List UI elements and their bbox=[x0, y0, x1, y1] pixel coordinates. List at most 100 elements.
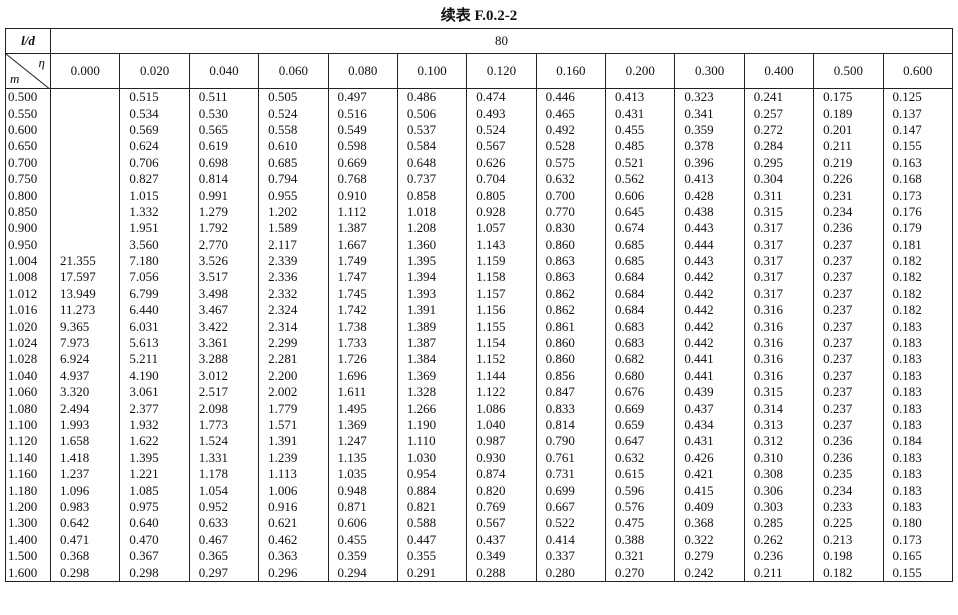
cell: 0.213 bbox=[813, 531, 884, 548]
cell: 1.696 bbox=[327, 367, 398, 385]
cell: 0.467 bbox=[188, 531, 260, 548]
cell: 0.316 bbox=[743, 334, 815, 352]
cell: 9.365 bbox=[49, 318, 121, 335]
cell: 0.173 bbox=[882, 187, 953, 204]
cell: 2.314 bbox=[258, 318, 329, 335]
cell: 1.993 bbox=[49, 416, 121, 434]
cell: 1.387 bbox=[396, 334, 468, 352]
cell: 1.015 bbox=[119, 187, 190, 204]
cell: 1.391 bbox=[396, 302, 468, 319]
cell: 0.567 bbox=[466, 515, 537, 532]
cell: 0.862 bbox=[535, 302, 607, 319]
cell: 1.054 bbox=[188, 482, 260, 499]
table-row: 1.040 4.937 4.190 3.012 2.200 1.696 1.369 1.144… bbox=[5, 367, 953, 385]
cell: 1.369 bbox=[396, 367, 468, 385]
cell: 0.237 bbox=[813, 367, 884, 385]
row-label: 1.180 bbox=[5, 482, 51, 499]
table-row: 0.500 0.515 0.511 0.505 0.497 0.486 0.474 0.446… bbox=[5, 88, 953, 106]
cell: 2.770 bbox=[188, 236, 260, 253]
table-row: 0.950 3.560 2.770 2.117 1.667 1.360 1.143 0.860… bbox=[5, 236, 953, 253]
table-row: 0.650 0.624 0.619 0.610 0.598 0.584 0.567 0.528… bbox=[5, 138, 953, 155]
cell: 0.640 bbox=[119, 515, 190, 532]
column-header: 0.200 bbox=[604, 53, 676, 89]
row-label: 1.004 bbox=[5, 252, 51, 270]
cell: 0.237 bbox=[813, 384, 884, 401]
column-header: 0.040 bbox=[188, 53, 260, 89]
cell: 0.475 bbox=[604, 515, 676, 532]
cell: 0.426 bbox=[674, 449, 745, 466]
cell: 0.125 bbox=[882, 88, 953, 106]
cell: 4.937 bbox=[49, 367, 121, 385]
cell: 0.257 bbox=[743, 105, 815, 122]
cell: 0.606 bbox=[604, 187, 676, 204]
cell: 0.316 bbox=[743, 318, 815, 335]
row-label: 0.600 bbox=[5, 121, 51, 139]
empty-cell bbox=[49, 154, 121, 171]
cell: 0.317 bbox=[743, 236, 815, 253]
cell: 0.455 bbox=[327, 531, 398, 548]
cell: 0.814 bbox=[535, 416, 607, 434]
cell: 1.571 bbox=[258, 416, 329, 434]
diag-line bbox=[6, 54, 49, 88]
cell: 0.952 bbox=[188, 498, 260, 516]
cell: 0.182 bbox=[813, 564, 884, 582]
table-row: 1.600 0.298 0.298 0.297 0.296 0.294 0.291 0.288… bbox=[5, 564, 953, 582]
cell: 0.284 bbox=[743, 138, 815, 155]
cell: 3.288 bbox=[188, 351, 260, 368]
cell: 0.442 bbox=[674, 302, 745, 319]
cell: 0.234 bbox=[813, 482, 884, 499]
cell: 1.726 bbox=[327, 351, 398, 368]
cell: 0.983 bbox=[49, 498, 121, 516]
cell: 0.441 bbox=[674, 351, 745, 368]
cell: 0.830 bbox=[535, 220, 607, 237]
cell: 0.588 bbox=[396, 515, 468, 532]
cell: 0.954 bbox=[396, 465, 468, 483]
cell: 0.462 bbox=[258, 531, 329, 548]
cell: 0.179 bbox=[882, 220, 953, 237]
cell: 1.667 bbox=[327, 236, 398, 253]
column-header: 0.100 bbox=[396, 53, 468, 89]
cell: 1.247 bbox=[327, 433, 398, 450]
cell: 1.158 bbox=[466, 269, 537, 286]
cell: 1.057 bbox=[466, 220, 537, 237]
cell: 0.237 bbox=[813, 416, 884, 434]
cell: 1.395 bbox=[119, 449, 190, 466]
cell: 0.442 bbox=[674, 285, 745, 303]
cell: 1.773 bbox=[188, 416, 260, 434]
cell: 0.295 bbox=[743, 154, 815, 171]
cell: 0.237 bbox=[813, 351, 884, 368]
cell: 0.442 bbox=[674, 318, 745, 335]
cell: 1.110 bbox=[396, 433, 468, 450]
cell: 0.847 bbox=[535, 384, 607, 401]
cell: 0.233 bbox=[813, 498, 884, 516]
cell: 0.706 bbox=[119, 154, 190, 171]
cell: 0.474 bbox=[466, 88, 537, 106]
cell: 2.332 bbox=[258, 285, 329, 303]
cell: 0.683 bbox=[604, 334, 676, 352]
cell: 0.827 bbox=[119, 170, 190, 188]
table-row: 1.160 1.237 1.221 1.178 1.113 1.035 0.954 0.874… bbox=[5, 465, 953, 483]
cell: 0.183 bbox=[882, 449, 953, 466]
empty-cell bbox=[49, 170, 121, 188]
cell: 0.987 bbox=[466, 433, 537, 450]
cell: 0.226 bbox=[813, 170, 884, 188]
cell: 0.236 bbox=[813, 220, 884, 237]
cell: 0.505 bbox=[258, 88, 329, 106]
cell: 0.183 bbox=[882, 416, 953, 434]
cell: 2.098 bbox=[188, 400, 260, 417]
cell: 0.761 bbox=[535, 449, 607, 466]
cell: 0.567 bbox=[466, 138, 537, 155]
cell: 0.863 bbox=[535, 269, 607, 286]
cell: 0.365 bbox=[188, 547, 260, 565]
cell: 0.442 bbox=[674, 269, 745, 286]
cell: 0.270 bbox=[604, 564, 676, 582]
cell: 0.633 bbox=[188, 515, 260, 532]
cell: 0.524 bbox=[258, 105, 329, 122]
cell: 1.331 bbox=[188, 449, 260, 466]
cell: 0.991 bbox=[188, 187, 260, 204]
cell: 0.310 bbox=[743, 449, 815, 466]
empty-cell bbox=[49, 105, 121, 122]
cell: 3.422 bbox=[188, 318, 260, 335]
cell: 0.428 bbox=[674, 187, 745, 204]
cell: 0.769 bbox=[466, 498, 537, 516]
